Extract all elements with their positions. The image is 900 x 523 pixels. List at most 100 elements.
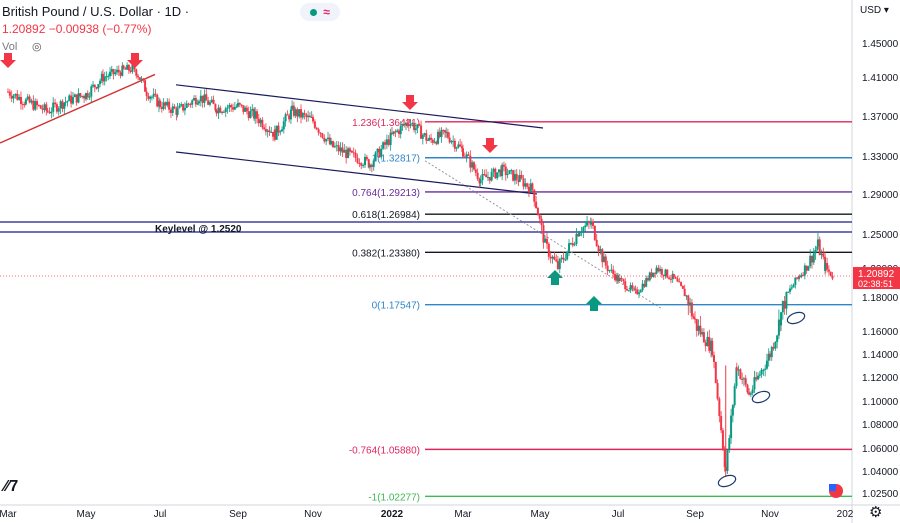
x-tick-label: Mar xyxy=(454,509,472,520)
trend-support-line[interactable] xyxy=(0,73,156,144)
candle-body xyxy=(606,265,609,271)
candle-body xyxy=(506,174,509,176)
candle-body xyxy=(277,125,280,133)
candle-body xyxy=(81,95,84,97)
candle-body xyxy=(560,257,563,260)
candle-body xyxy=(510,170,513,172)
y-tick-label: 1.10000 xyxy=(862,397,899,408)
candle-body xyxy=(122,65,125,69)
candle-body xyxy=(465,154,468,157)
y-tick-label: 1.25000 xyxy=(862,230,899,241)
candle-body xyxy=(569,243,572,245)
candle-body xyxy=(380,148,383,158)
candle-body xyxy=(224,108,227,113)
candle-body xyxy=(66,101,69,103)
candle-body xyxy=(712,355,715,363)
candle-body xyxy=(12,95,15,99)
candle-body xyxy=(401,124,404,126)
x-tick-label: Mar xyxy=(0,509,17,520)
candle-body xyxy=(101,73,104,82)
candle-body xyxy=(769,353,771,358)
candle-body xyxy=(540,218,543,226)
candle-body xyxy=(145,91,148,96)
candle-body xyxy=(702,332,705,343)
candle-body xyxy=(409,123,412,126)
price-axis[interactable]: 1.45000 1.41000 1.37000 1.33000 1.29000 1.250… xyxy=(862,39,899,500)
candle-body xyxy=(264,129,267,132)
fib-retracement-diagonal[interactable] xyxy=(424,160,663,310)
candle-body xyxy=(335,145,338,147)
y-tick-label: 1.37000 xyxy=(862,112,899,123)
candle-body xyxy=(99,80,102,85)
candle-body xyxy=(376,148,379,153)
candle-body xyxy=(494,168,497,179)
currency-selector[interactable]: USD ▾ xyxy=(860,5,889,16)
last-price-value: 1.20892 xyxy=(858,269,895,280)
fibonacci-levels[interactable]: 1.236(1.36421) 1(1.32817) 0.764(1.29213) 0.… xyxy=(0,118,852,503)
candle-body xyxy=(137,75,140,78)
candle-body xyxy=(171,106,174,113)
candle-body xyxy=(547,243,550,257)
candle-body xyxy=(604,256,607,266)
candle-body xyxy=(160,106,163,109)
candle-body xyxy=(742,378,745,380)
candle-body xyxy=(538,215,541,219)
eye-slash-icon[interactable]: ◎ xyxy=(32,41,42,53)
candle-body xyxy=(479,180,482,184)
candle-body xyxy=(45,104,48,111)
candle-body xyxy=(403,124,406,126)
candle-body xyxy=(657,267,660,272)
trend-drawings[interactable] xyxy=(0,73,663,310)
candle-body xyxy=(802,274,805,276)
y-tick-label: 1.04000 xyxy=(862,467,899,478)
channel-upper-line[interactable] xyxy=(175,84,544,129)
candle-body xyxy=(407,124,410,126)
us-flag-icon[interactable] xyxy=(829,484,843,498)
candle-body xyxy=(545,238,548,244)
candle-body xyxy=(733,386,736,406)
candle-body xyxy=(305,114,308,118)
wave-icon: ≈ xyxy=(323,5,330,19)
candle-body xyxy=(50,111,53,114)
candle-body xyxy=(706,336,709,347)
candle-body xyxy=(608,270,611,272)
channel-lower-line[interactable] xyxy=(175,151,538,195)
candle-body xyxy=(469,155,472,168)
candle-body xyxy=(289,109,292,120)
candle-body xyxy=(520,174,523,179)
candle-body xyxy=(126,64,129,70)
candle-body xyxy=(617,275,619,282)
candle-body xyxy=(497,169,500,173)
candle-body xyxy=(119,72,122,76)
candle-body xyxy=(518,174,521,182)
candle-body xyxy=(156,94,159,107)
candle-body xyxy=(474,169,477,173)
y-tick-label: 1.16000 xyxy=(862,327,899,338)
candle-body xyxy=(384,142,387,145)
candle-body xyxy=(772,347,775,349)
candle-body xyxy=(63,102,66,109)
candle-body xyxy=(699,325,702,335)
candle-body xyxy=(549,256,552,259)
gear-icon[interactable]: ⚙ xyxy=(869,504,883,521)
y-tick-label: 1.33000 xyxy=(862,152,899,163)
indicator-pill[interactable]: ≈ xyxy=(300,3,340,21)
x-tick-label: May xyxy=(531,509,550,520)
candle-body xyxy=(758,374,761,376)
candle-body xyxy=(788,288,791,292)
tradingview-logo-icon[interactable]: ⁄⁄7 xyxy=(4,478,19,495)
candle-body xyxy=(517,179,520,182)
candle-body xyxy=(127,64,130,71)
candle-body xyxy=(455,147,458,149)
candle-body xyxy=(753,377,756,390)
candle-body xyxy=(57,108,60,112)
candle-body xyxy=(315,127,318,130)
candle-body xyxy=(648,272,651,281)
candle-body xyxy=(614,274,617,281)
fib-level-label: 0.618(1.26984) xyxy=(352,210,420,221)
candle-body xyxy=(780,312,783,326)
candle-body xyxy=(370,164,373,167)
candle-body xyxy=(319,132,322,134)
time-axis[interactable]: Mar May Jul Sep Nov 2022 Mar May Jul Sep Nov 202 xyxy=(0,509,854,520)
